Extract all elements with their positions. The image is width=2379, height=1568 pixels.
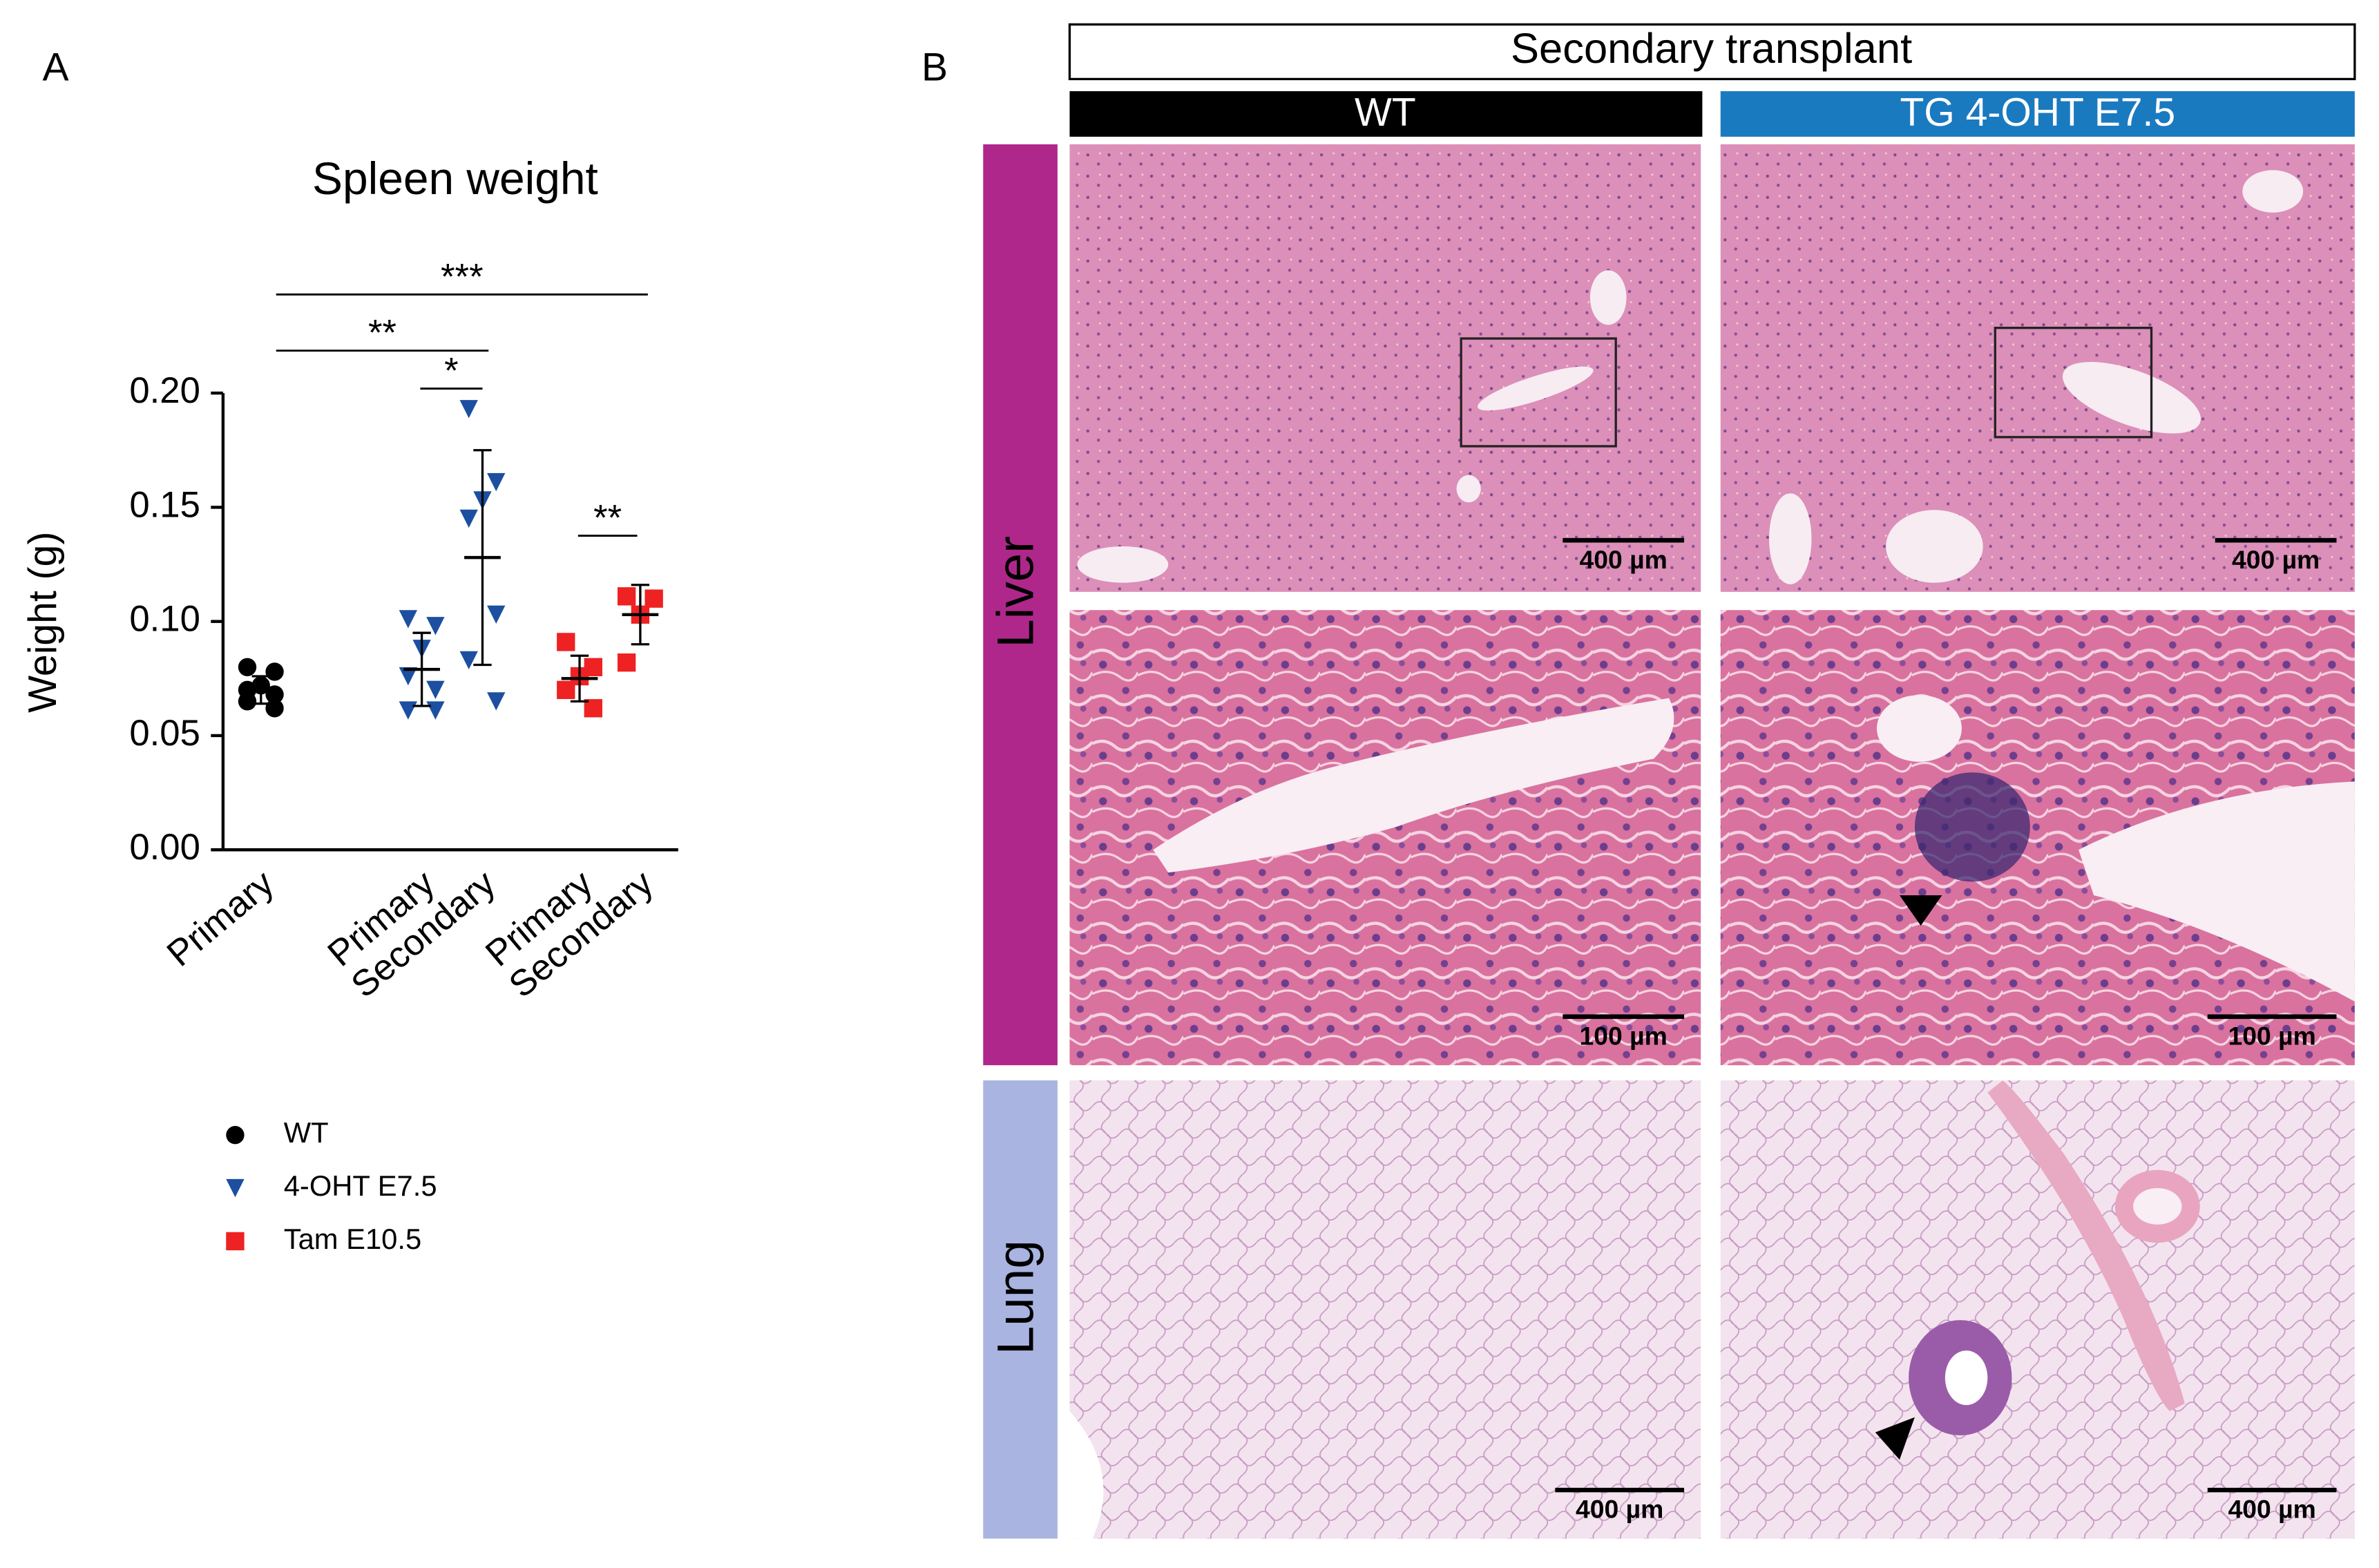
micrograph [1069,1080,1701,1539]
column-bar [1069,91,1703,137]
data-point [487,692,506,711]
legend-marker [226,1125,245,1145]
y-tick-label: 0.05 [129,713,200,754]
legend-marker [226,1178,245,1198]
scale-bar-label: 400 µm [1576,1495,1663,1524]
column-bar [1720,91,2355,137]
y-tick-label: 0.00 [129,827,200,868]
data-point [487,472,506,492]
legend-label: WT [284,1116,329,1149]
header: Secondary transplant [1511,25,1912,73]
x-tick-label: Primary [160,862,282,974]
data-point [399,610,418,629]
data-point [426,617,445,635]
data-point [644,589,663,608]
data-point [459,400,478,419]
data-point [617,587,636,606]
legend-marker [226,1232,245,1251]
scale-bar-label: 100 µm [1579,1021,1667,1050]
data-point [459,651,478,670]
panel-label: A [43,45,69,89]
micrograph [1720,610,2355,1066]
data-point [265,662,284,681]
micrograph [1069,144,1701,592]
data-point [238,692,257,711]
legend-label: Tam E10.5 [284,1223,421,1255]
data-point [426,701,445,720]
data-point [459,509,478,528]
data-point [399,701,418,720]
data-point [617,653,636,672]
micrograph [1720,144,2355,592]
scale-bar-label: 400 µm [2232,545,2320,574]
y-axis-label: Weight (g) [21,532,65,713]
significance-label: *** [441,256,484,297]
y-tick-label: 0.20 [129,370,200,411]
data-point [399,667,418,686]
data-point [557,680,575,700]
data-point [238,658,257,676]
legend-label: 4-OHT E7.5 [284,1169,437,1202]
micrograph [1720,1080,2355,1539]
chart-title: Spleen weight [312,153,598,204]
row-bar [983,1080,1058,1539]
significance-label: * [444,350,459,391]
row-label: Liver [986,536,1044,648]
row-label: Lung [986,1240,1044,1355]
row-bar [983,144,1058,1066]
data-point [426,680,445,700]
panel-label: B [921,45,948,89]
data-point [265,699,284,718]
micrograph [1069,610,1701,1066]
significance-label: ** [593,498,622,539]
data-point [557,633,575,651]
header-box [1068,23,2356,81]
scale-bar-label: 400 µm [2228,1495,2315,1524]
column-label: TG 4-OHT E7.5 [1900,90,2175,135]
y-tick-label: 0.10 [129,599,200,640]
significance-label: ** [368,313,396,354]
y-tick-label: 0.15 [129,484,200,525]
scale-bar-label: 400 µm [1579,545,1667,574]
scale-bar-label: 100 µm [2228,1021,2315,1050]
column-label: WT [1355,90,1416,135]
data-point [487,605,506,624]
